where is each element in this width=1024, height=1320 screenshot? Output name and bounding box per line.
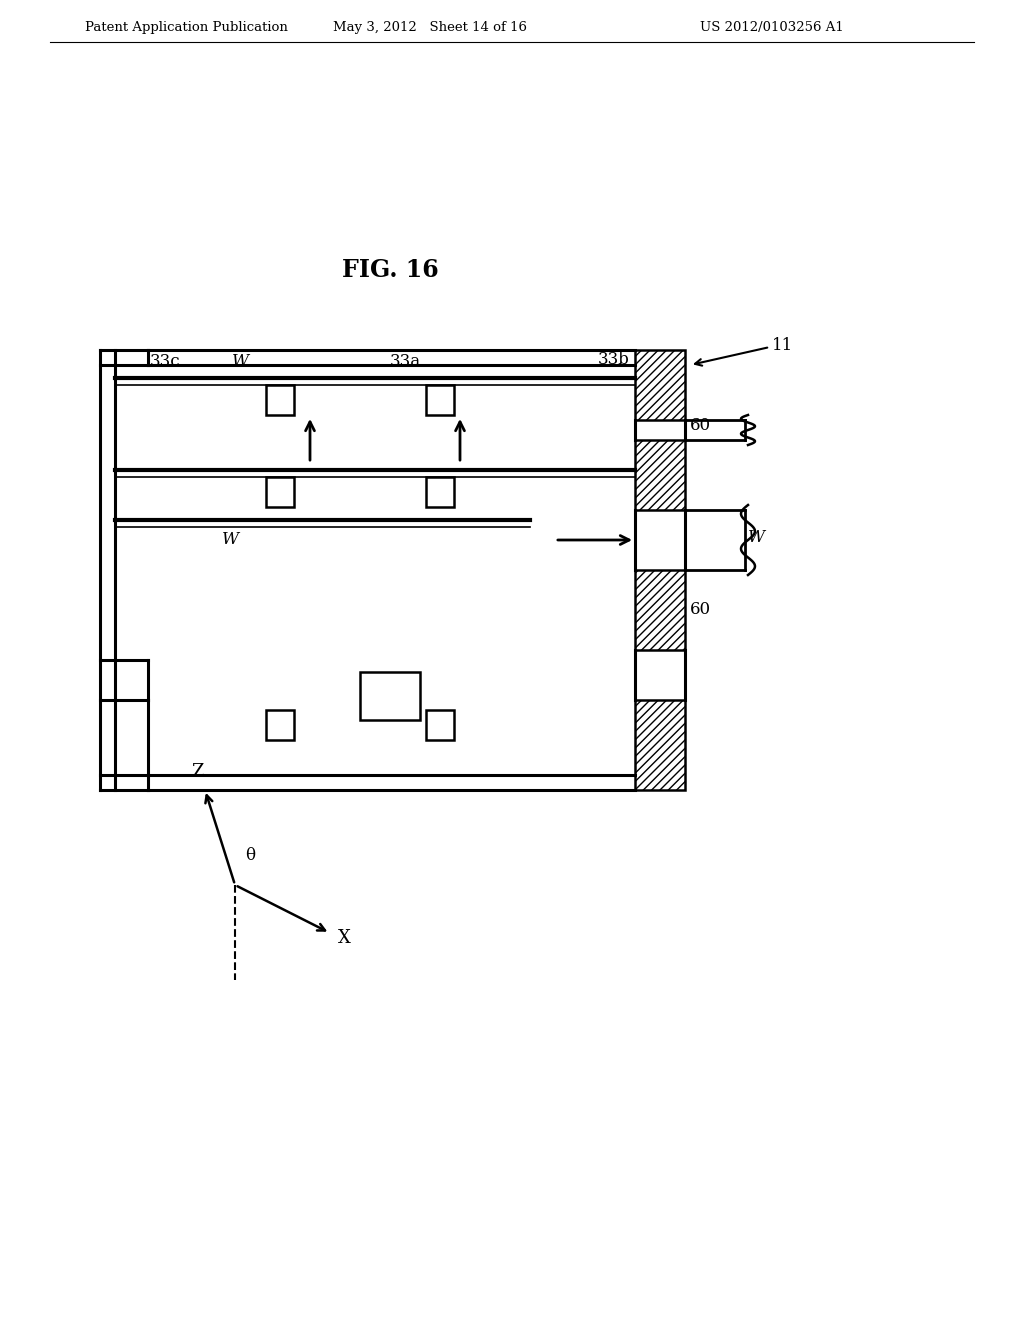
Bar xyxy=(426,710,454,741)
Text: θ: θ xyxy=(245,846,255,863)
Text: W: W xyxy=(231,354,249,371)
Bar xyxy=(635,700,685,789)
Text: W: W xyxy=(748,529,765,546)
Text: Patent Application Publication: Patent Application Publication xyxy=(85,21,288,33)
Bar xyxy=(426,385,454,414)
Text: 11: 11 xyxy=(772,337,794,354)
Bar xyxy=(360,672,420,719)
Bar xyxy=(426,477,454,507)
Text: May 3, 2012   Sheet 14 of 16: May 3, 2012 Sheet 14 of 16 xyxy=(333,21,527,33)
Text: Z: Z xyxy=(190,763,204,781)
Text: X: X xyxy=(338,929,351,946)
Bar xyxy=(635,440,685,510)
Text: 33a: 33a xyxy=(390,354,421,371)
Bar xyxy=(635,570,685,649)
Text: 33c: 33c xyxy=(150,354,180,371)
Bar xyxy=(266,385,294,414)
Text: 33b: 33b xyxy=(598,351,630,368)
Text: 60: 60 xyxy=(690,417,711,433)
Bar xyxy=(266,477,294,507)
Text: W: W xyxy=(221,532,239,549)
Text: FIG. 16: FIG. 16 xyxy=(342,257,438,282)
Bar xyxy=(635,350,685,420)
Bar xyxy=(266,710,294,741)
Text: US 2012/0103256 A1: US 2012/0103256 A1 xyxy=(700,21,844,33)
Text: 60: 60 xyxy=(690,602,711,619)
